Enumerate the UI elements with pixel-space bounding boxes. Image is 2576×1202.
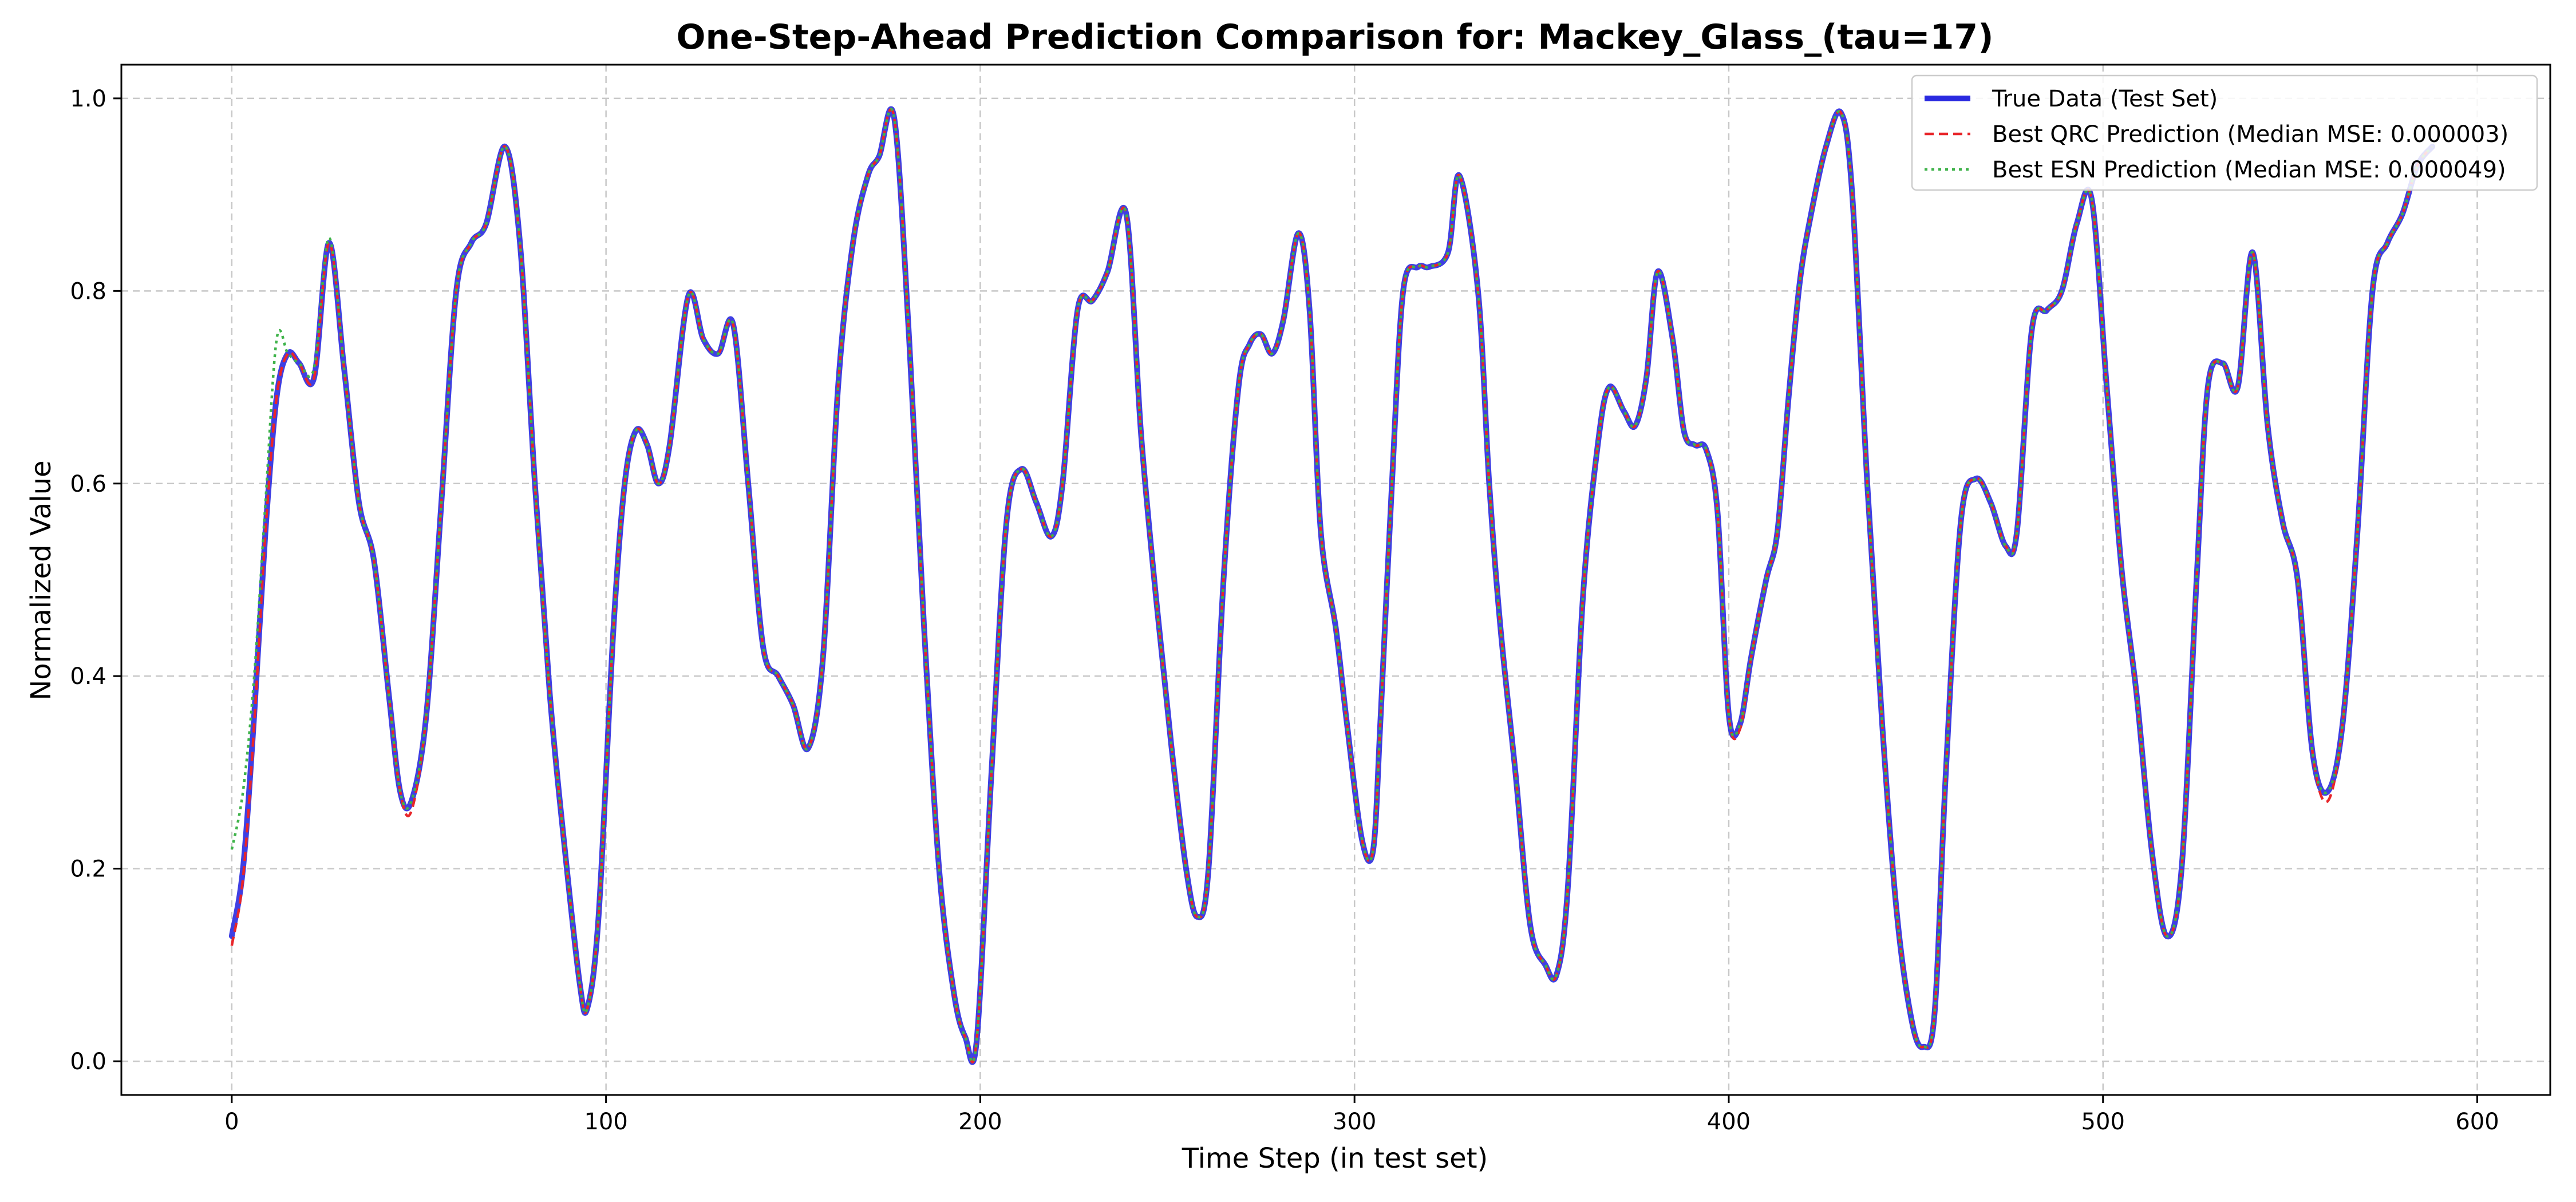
series-lines — [228, 106, 2436, 1065]
series-line-esn — [230, 108, 2433, 1063]
y-tick-label-1: 0.2 — [70, 856, 106, 883]
y-tick-label-5: 1.0 — [70, 86, 106, 112]
x-tick-label-3: 300 — [1333, 1109, 1376, 1135]
legend: True Data (Test Set) Best QRC Prediction … — [1911, 74, 2538, 191]
y-tick-label-3: 0.6 — [70, 471, 106, 497]
x-axis-label: Time Step (in test set) — [1182, 1142, 1488, 1175]
x-tick-label-5: 500 — [2081, 1109, 2125, 1135]
x-tick-label-4: 400 — [1707, 1109, 1751, 1135]
y-tick-label-2: 0.4 — [70, 663, 106, 690]
y-tick-label-0: 0.0 — [70, 1049, 106, 1075]
legend-label-esn: Best ESN Prediction (Median MSE: 0.00004… — [1992, 157, 2506, 183]
y-tick-label-4: 0.8 — [70, 278, 106, 305]
chart-title: One-Step-Ahead Prediction Comparison for… — [676, 17, 1993, 57]
axis-ticks: 0 100 200 300 400 500 600 0.0 0.2 0.4 0.6 0.8 1.0 — [70, 86, 2499, 1135]
x-tick-label-6: 600 — [2455, 1109, 2499, 1135]
legend-label-qrc: Best QRC Prediction (Median MSE: 0.00000… — [1992, 121, 2508, 148]
y-axis-label: Normalized Value — [25, 460, 57, 700]
x-tick-label-0: 0 — [224, 1109, 239, 1135]
legend-label-true: True Data (Test Set) — [1992, 86, 2218, 112]
plot-frame — [120, 64, 2551, 1096]
x-tick-label-2: 200 — [958, 1109, 1002, 1135]
legend-box — [1911, 74, 2538, 191]
x-tick-label-1: 100 — [584, 1109, 627, 1135]
